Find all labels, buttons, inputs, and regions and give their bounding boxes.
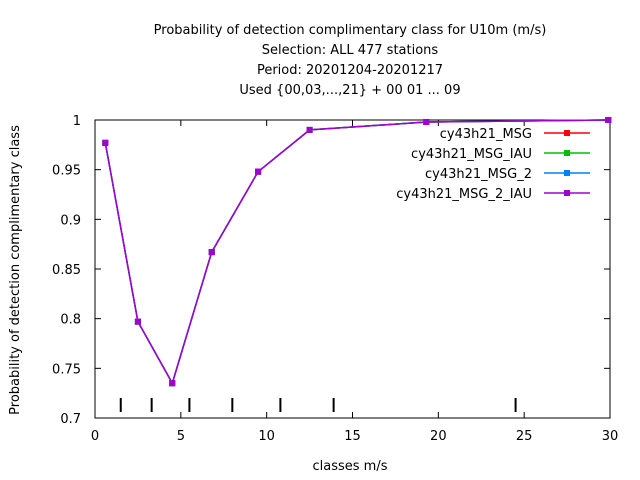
class-markers xyxy=(119,398,517,412)
plot-frame xyxy=(94,119,611,419)
x-tick-label: 15 xyxy=(344,429,361,444)
series xyxy=(102,117,612,387)
data-point xyxy=(169,380,176,387)
title-line: Selection: ALL 477 stations xyxy=(262,43,439,58)
chart-title: Probability of detection complimentary c… xyxy=(154,23,547,98)
series-line xyxy=(104,119,609,386)
legend-label: cy43h21_MSG_IAU xyxy=(411,147,532,162)
series xyxy=(102,117,612,387)
legend: cy43h21_MSG cy43h21_MSG_IAU cy43h21_MSG_2c… xyxy=(396,127,590,202)
data-point xyxy=(306,126,313,133)
data-point xyxy=(134,318,141,325)
x-axis-label: classes m/s xyxy=(313,459,388,474)
title-line: Used {00,03,...,21} + 00 01 ... 09 xyxy=(239,83,460,98)
data-point xyxy=(255,168,262,175)
legend-label: cy43h21_MSG_2_IAU xyxy=(396,187,532,202)
data-point xyxy=(423,118,430,125)
data-point xyxy=(102,139,109,146)
y-tick-label: 1 xyxy=(73,114,81,129)
y-axis-label: Probability of detection complimentary c… xyxy=(8,125,23,415)
x-tick-label: 25 xyxy=(516,429,533,444)
series xyxy=(102,117,612,387)
title-line: Period: 20201204-20201217 xyxy=(257,63,443,78)
title-line: Probability of detection complimentary c… xyxy=(154,23,547,38)
y-axis: 0.7 0.75 0.8 0.85 0.9 0.95 1 xyxy=(52,114,610,427)
legend-label: cy43h21_MSG_2 xyxy=(425,167,532,182)
x-tick-label: 30 xyxy=(602,429,619,444)
data-point xyxy=(605,117,612,123)
series-line xyxy=(104,119,609,386)
y-tick-label: 0.9 xyxy=(60,213,81,228)
data-point xyxy=(208,249,215,256)
legend-swatch-marker xyxy=(564,150,570,156)
series-group xyxy=(102,117,612,387)
y-tick-label: 0.85 xyxy=(52,263,81,278)
x-tick-label: 10 xyxy=(258,429,275,444)
legend-swatch-marker xyxy=(564,130,570,136)
series xyxy=(102,117,612,387)
x-tick-label: 0 xyxy=(91,429,99,444)
legend-swatch-marker xyxy=(564,190,570,196)
series-line xyxy=(104,119,609,386)
y-tick-label: 0.75 xyxy=(52,362,81,377)
y-tick-label: 0.95 xyxy=(52,164,81,179)
y-tick-label: 0.8 xyxy=(60,313,81,328)
x-tick-label: 20 xyxy=(430,429,447,444)
y-tick-label: 0.7 xyxy=(60,412,81,427)
x-tick-label: 5 xyxy=(177,429,185,444)
series-line xyxy=(104,119,609,386)
legend-swatch-marker xyxy=(564,170,570,176)
legend-label: cy43h21_MSG xyxy=(440,127,532,142)
x-axis: 0 5 10 15 20 25 30 xyxy=(91,120,618,444)
